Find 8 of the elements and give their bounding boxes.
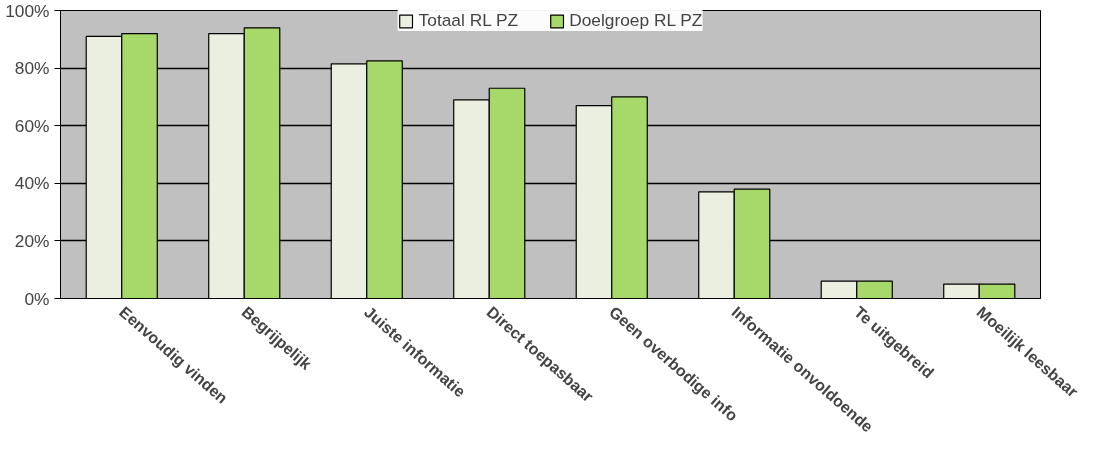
- y-tick-label: 60%: [14, 115, 50, 136]
- legend-label: Totaal RL PZ: [418, 10, 519, 31]
- y-tick-label: 80%: [14, 58, 50, 79]
- legend-label: Doelgroep RL PZ: [569, 10, 703, 31]
- y-tick-label: 100%: [5, 0, 50, 21]
- y-tick-label: 40%: [14, 173, 50, 194]
- y-tick-label: 20%: [14, 230, 50, 251]
- y-tick-label: 0%: [24, 288, 50, 309]
